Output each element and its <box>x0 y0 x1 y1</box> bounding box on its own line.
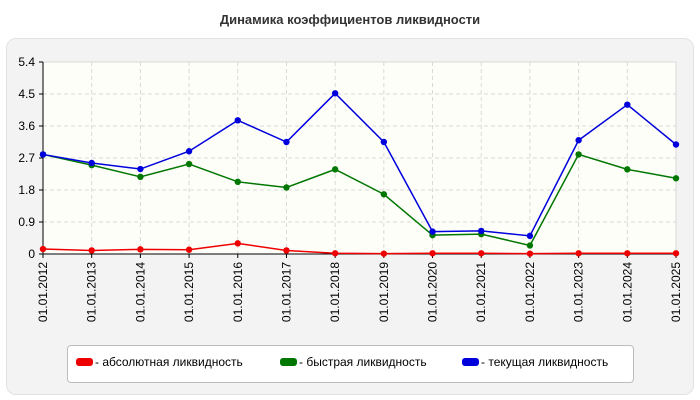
data-point-2 <box>478 227 485 235</box>
x-tick-label: 01.01.2022 <box>523 262 537 322</box>
data-point-0 <box>672 250 680 257</box>
data-point-0 <box>429 250 436 257</box>
x-tick-label: 01.01.2016 <box>231 262 245 322</box>
data-point-2 <box>39 151 47 158</box>
data-point-2 <box>283 138 290 146</box>
data-point-0 <box>526 250 534 257</box>
legend-item-absolute: - абсолютная ликвидность <box>76 355 243 369</box>
data-point-2 <box>234 117 241 124</box>
y-tick-label: 5.4 <box>18 55 35 69</box>
x-tick-label: 01.01.2023 <box>572 262 586 322</box>
data-point-2 <box>137 165 144 173</box>
data-point-2 <box>526 232 534 240</box>
series-lines <box>39 90 680 257</box>
legend-swatch-absolute <box>76 358 93 366</box>
x-tick-label: 01.01.2025 <box>669 262 683 322</box>
data-point-1 <box>283 184 290 191</box>
data-point-0 <box>380 250 388 257</box>
legend: - абсолютная ликвидность - быстрая ликви… <box>67 345 634 383</box>
data-point-2 <box>624 101 631 108</box>
y-tick-label: 0 <box>28 247 35 261</box>
data-point-0 <box>331 250 339 257</box>
data-point-1 <box>624 166 631 173</box>
data-point-0 <box>137 246 144 253</box>
y-tick-label: 2.7 <box>18 151 35 165</box>
data-point-0 <box>283 247 290 254</box>
x-tick-labels: 01.01.2012 01.01.2013 01.01.2014 01.01.2015… <box>36 262 683 322</box>
data-point-2 <box>575 137 582 144</box>
x-tick-label: 01.01.2013 <box>85 262 99 322</box>
x-tick-label: 01.01.2024 <box>620 262 634 322</box>
y-tick-labels: 0 0.9 1.8 2.7 3.6 4.5 5.4 <box>18 55 35 261</box>
legend-swatch-current <box>462 358 479 366</box>
legend-label-quick: - быстрая ликвидность <box>299 355 427 369</box>
data-point-1 <box>234 178 241 186</box>
legend-item-quick: - быстрая ликвидность <box>280 355 427 369</box>
x-tick-label: 01.01.2020 <box>426 262 440 322</box>
legend-label-current: - текущая ликвидность <box>481 355 609 369</box>
data-point-0 <box>234 240 241 247</box>
data-point-0 <box>88 247 95 254</box>
legend-item-current: - текущая ликвидность <box>462 355 608 369</box>
data-point-0 <box>39 245 47 253</box>
data-point-1 <box>137 173 144 181</box>
series-line-0 <box>42 242 676 255</box>
legend-label-absolute: - абсолютная ликвидность <box>95 355 243 369</box>
y-tick-label: 0.9 <box>18 215 35 229</box>
data-point-2 <box>380 138 388 146</box>
data-point-1 <box>380 191 388 198</box>
series-line-1 <box>42 153 677 247</box>
x-tick-label: 01.01.2021 <box>474 262 488 322</box>
series-line-2 <box>42 92 677 237</box>
x-tick-label: 01.01.2018 <box>328 262 342 322</box>
y-tick-label: 3.6 <box>18 119 35 133</box>
y-tick-label: 4.5 <box>18 87 35 101</box>
x-tick-label: 01.01.2017 <box>279 262 293 322</box>
legend-swatch-quick <box>280 358 297 366</box>
chart-title: Динамика коэффициентов ликвидности <box>219 12 481 27</box>
data-point-2 <box>185 148 193 155</box>
grid-lines <box>43 62 676 254</box>
data-point-2 <box>429 228 436 235</box>
x-tick-label: 01.01.2015 <box>182 262 196 322</box>
data-point-0 <box>575 250 582 257</box>
data-point-0 <box>185 246 193 253</box>
data-point-2 <box>88 159 95 167</box>
data-point-1 <box>575 151 582 158</box>
data-point-2 <box>672 141 680 148</box>
x-tick-label: 01.01.2012 <box>36 262 50 322</box>
data-point-0 <box>624 250 631 257</box>
data-point-2 <box>331 90 339 97</box>
data-point-1 <box>185 160 193 168</box>
data-point-0 <box>478 250 485 257</box>
y-tick-label: 1.8 <box>18 183 35 197</box>
data-point-1 <box>331 166 339 173</box>
data-point-1 <box>672 175 680 182</box>
x-tick-label: 01.01.2019 <box>377 262 391 322</box>
x-tick-label: 01.01.2014 <box>133 262 147 322</box>
data-point-1 <box>526 242 534 249</box>
